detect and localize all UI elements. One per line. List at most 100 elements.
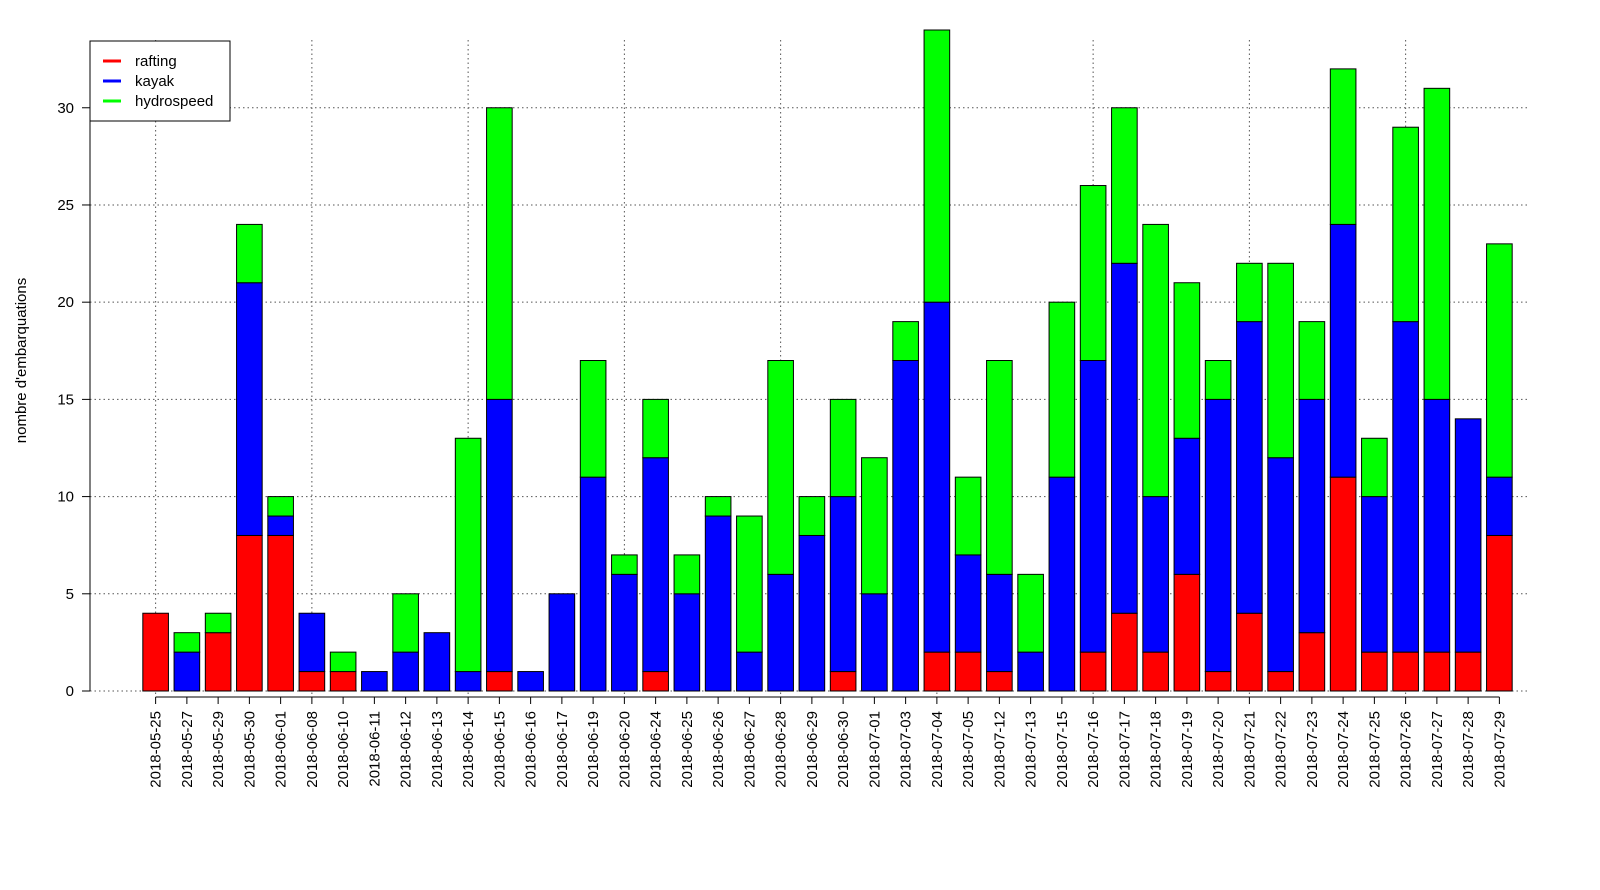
x-tick-label: 2018-06-14: [460, 711, 477, 788]
bar-segment-kayak: [298, 612, 326, 673]
bar-segment-kayak: [236, 282, 263, 536]
x-tick-label: 2018-07-16: [1085, 711, 1102, 788]
x-tick-label: 2018-05-25: [148, 711, 165, 788]
bar-segment-rafting: [1423, 651, 1451, 692]
bar-segment-kayak: [454, 671, 482, 692]
bar-segment-hydrospeed: [673, 554, 701, 595]
bar-segment-hydrospeed: [861, 457, 888, 595]
bar-segment-hydrospeed: [1267, 262, 1294, 459]
x-tick-label: 2018-06-30: [835, 711, 852, 788]
x-tick-label: 2018-07-23: [1304, 711, 1321, 788]
legend-label-hydrospeed: hydrospeed: [135, 93, 213, 110]
bar-segment-rafting: [923, 651, 951, 692]
bar-segment-hydrospeed: [454, 437, 482, 673]
bar-segment-hydrospeed: [204, 612, 232, 634]
bar-segment-hydrospeed: [1486, 243, 1513, 478]
bar-segment-hydrospeed: [1204, 360, 1232, 400]
bar-segment-kayak: [548, 593, 576, 692]
y-tick-label: 0: [66, 683, 74, 700]
bar-segment-kayak: [736, 651, 763, 692]
y-tick-label: 25: [57, 197, 74, 214]
x-tick-label: 2018-06-17: [554, 711, 571, 788]
bar-segment-hydrospeed: [1298, 321, 1326, 400]
bar-segment-hydrospeed: [954, 476, 982, 556]
bar-segment-rafting: [986, 671, 1013, 692]
bar-segment-kayak: [986, 573, 1013, 673]
bar-segment-rafting: [1329, 476, 1357, 692]
legend-label-kayak: kayak: [135, 73, 175, 90]
bar-segment-kayak: [1267, 457, 1294, 673]
bar-segment-rafting: [642, 671, 669, 692]
x-tick-label: 2018-07-01: [866, 711, 883, 788]
bar-segment-kayak: [642, 457, 669, 673]
bar-segment-kayak: [1486, 476, 1513, 536]
bar-segment-rafting: [1454, 651, 1482, 692]
bar-segment-kayak: [486, 398, 513, 673]
bar-segment-kayak: [1361, 496, 1388, 653]
legend-label-rafting: rafting: [135, 53, 177, 70]
x-tick-label: 2018-07-17: [1116, 711, 1133, 788]
bar-segment-hydrospeed: [798, 496, 826, 536]
bar-segment-hydrospeed: [1329, 68, 1357, 225]
bar-segment-hydrospeed: [267, 496, 294, 517]
x-tick-label: 2018-06-11: [366, 711, 383, 787]
y-tick-label: 5: [66, 586, 74, 603]
bar-segment-rafting: [1298, 632, 1326, 692]
bar-segment-hydrospeed: [1423, 87, 1451, 400]
y-tick-label: 20: [57, 294, 74, 311]
bar-segment-rafting: [1142, 651, 1169, 692]
x-tick-label: 2018-07-19: [1179, 711, 1196, 788]
x-tick-label: 2018-06-19: [585, 711, 602, 788]
bar-segment-kayak: [423, 632, 451, 692]
x-tick-label: 2018-06-26: [710, 711, 727, 788]
bar-segment-hydrospeed: [579, 360, 607, 478]
bar-segment-kayak: [1298, 398, 1326, 634]
bar-segment-hydrospeed: [611, 554, 638, 575]
bar-segment-rafting: [236, 534, 263, 692]
y-tick-label: 15: [57, 391, 74, 408]
axes-layer: 0 5 10 15 20 25 30 2018-05-25 2018-05-27 2018-05-…: [57, 100, 1508, 788]
x-tick-label: 2018-05-27: [179, 711, 196, 788]
y-tick-label: 30: [57, 100, 74, 117]
x-tick-label: 2018-06-25: [679, 711, 696, 788]
x-tick-label: 2018-07-22: [1273, 711, 1290, 788]
bar-segment-kayak: [173, 651, 201, 692]
x-tick-label: 2018-07-12: [991, 711, 1008, 788]
bar-segment-rafting: [954, 651, 982, 692]
bar-segment-kayak: [579, 476, 607, 692]
bar-segment-rafting: [1111, 612, 1138, 692]
bar-segment-hydrospeed: [1111, 107, 1138, 264]
bar-segment-hydrospeed: [704, 496, 732, 517]
bar-segment-rafting: [829, 671, 857, 692]
bar-segment-kayak: [1017, 651, 1044, 692]
bar-segment-kayak: [1236, 321, 1263, 614]
bar-segment-kayak: [1329, 223, 1357, 478]
bar-segment-rafting: [1361, 651, 1388, 692]
bar-segment-hydrospeed: [767, 360, 794, 575]
bar-segment-kayak: [767, 573, 794, 692]
bar-segment-rafting: [1079, 651, 1107, 692]
bar-segment-hydrospeed: [1017, 573, 1044, 653]
bar-segment-hydrospeed: [1079, 185, 1107, 361]
x-tick-label: 2018-07-15: [1054, 711, 1071, 788]
bar-segment-kayak: [361, 671, 388, 692]
x-tick-label: 2018-07-13: [1023, 711, 1040, 788]
x-tick-label: 2018-07-28: [1460, 711, 1477, 788]
bar-segment-hydrospeed: [173, 632, 201, 653]
x-tick-label: 2018-07-26: [1398, 711, 1415, 788]
x-tick-label: 2018-07-29: [1491, 711, 1508, 788]
bars-layer: [142, 29, 1513, 692]
x-tick-label: 2018-05-29: [210, 711, 227, 788]
bar-segment-kayak: [1079, 360, 1107, 653]
bar-segment-kayak: [392, 651, 419, 692]
bar-segment-hydrospeed: [236, 223, 263, 284]
bar-segment-hydrospeed: [486, 107, 513, 400]
x-tick-label: 2018-06-27: [741, 711, 758, 788]
x-tick-label: 2018-06-12: [398, 711, 415, 788]
bar-segment-kayak: [611, 573, 638, 692]
x-tick-label: 2018-07-18: [1148, 711, 1165, 788]
x-tick-label: 2018-07-20: [1210, 711, 1227, 788]
x-tick-label: 2018-07-27: [1429, 711, 1446, 788]
x-tick-label: 2018-06-16: [523, 711, 540, 788]
